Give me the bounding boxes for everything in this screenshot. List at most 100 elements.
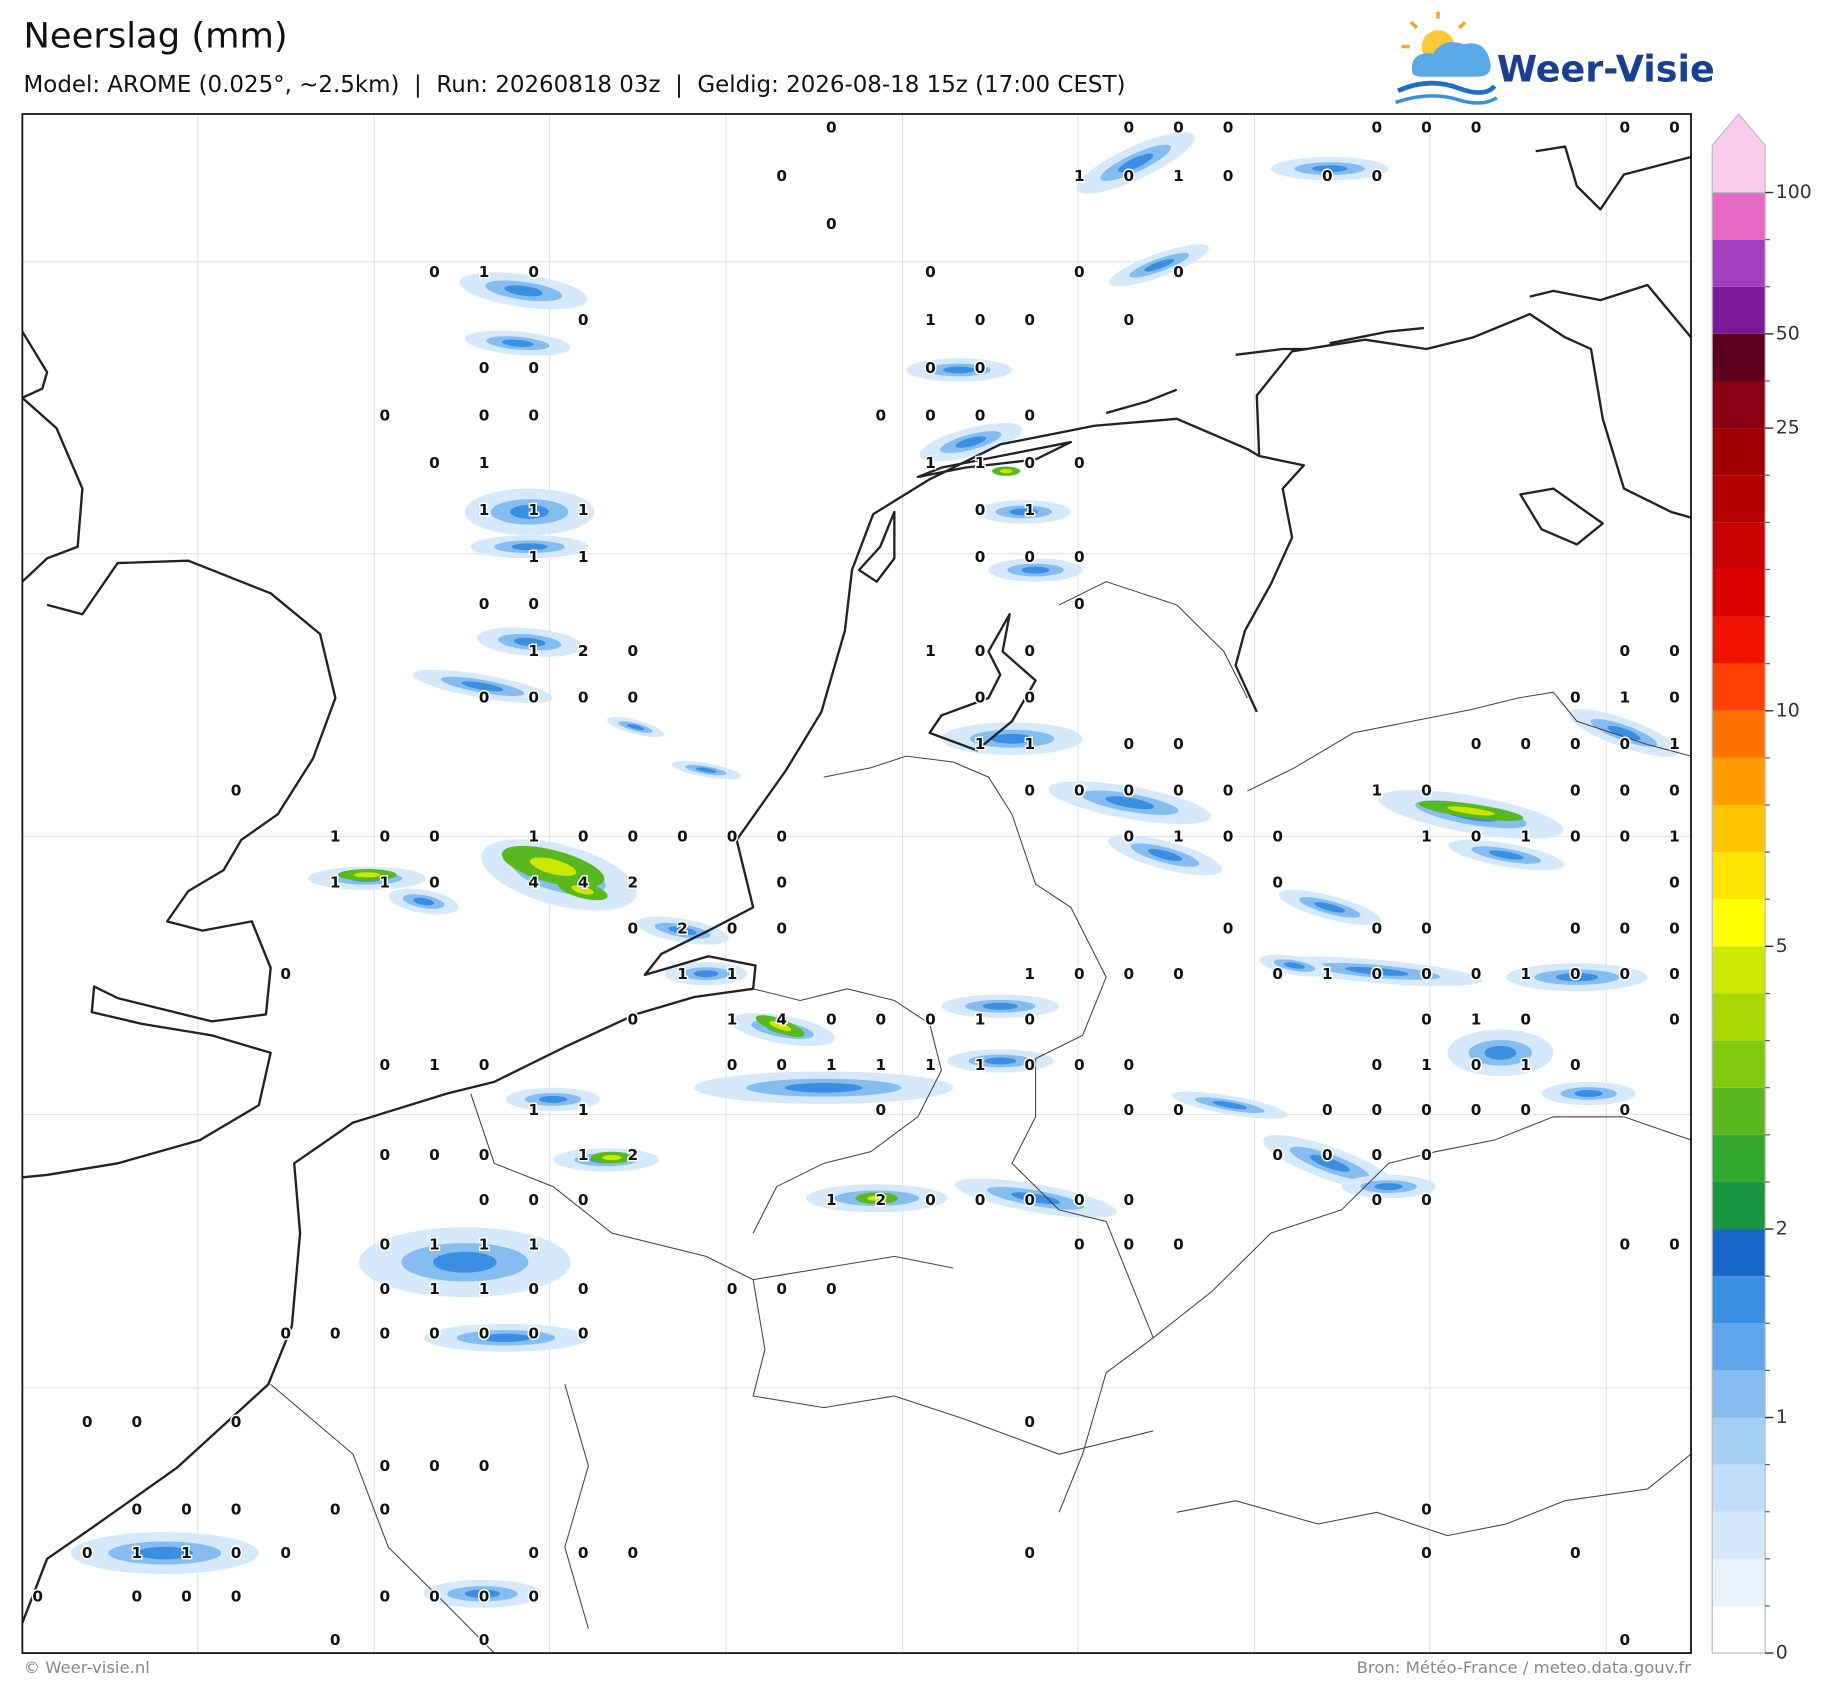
grid-value: 0 [578,1325,589,1343]
grid-value: 0 [1223,167,1234,185]
grid-value: 0 [429,1588,440,1606]
grid-value: 0 [1471,1101,1482,1119]
grid-value: 0 [1570,828,1581,846]
grid-value: 0 [1173,1236,1184,1254]
grid-value: 1 [330,874,341,892]
grid-value: 0 [925,1191,936,1209]
grid-value: 0 [1421,919,1432,937]
rain-heavy [1447,806,1495,816]
grid-value: 0 [1669,781,1680,799]
grid-value: 0 [1421,1191,1432,1209]
grid-value: 0 [1471,965,1482,983]
grid-value: 2 [677,919,688,937]
grid-value: 0 [1024,1191,1035,1209]
grid-value: 0 [1173,119,1184,137]
grid-value: 1 [826,1056,837,1074]
grid-value: 0 [1669,642,1680,660]
grid-value: 0 [1024,454,1035,472]
grid-value: 0 [1124,781,1135,799]
grid-value: 1 [727,965,738,983]
grid-value: 1 [429,1056,440,1074]
colorbar-segment [1712,380,1766,429]
grid-value: 0 [1620,1631,1631,1649]
grid-value: 0 [528,1191,539,1209]
rain-core [136,1546,193,1560]
grid-value: 0 [1024,642,1035,660]
grid-value: 0 [181,1588,192,1606]
rain-core [433,1251,497,1273]
grid-value: 0 [1372,1101,1383,1119]
grid-value: 1 [925,311,936,329]
colorbar-segment [1712,946,1766,994]
grid-value: 0 [975,359,986,377]
grid-value: 0 [1372,1146,1383,1164]
grid-value: 0 [1372,1191,1383,1209]
logo-cloud [1411,42,1491,77]
colorbar-segment [1712,1323,1766,1371]
grid-value: 0 [975,1191,986,1209]
colorbar-segment [1712,333,1766,381]
grid-value: 0 [1471,119,1482,137]
rain-core [984,1057,1017,1065]
rain-core [464,1589,501,1598]
grid-value: 0 [578,311,589,329]
grid-value: 0 [1669,689,1680,707]
borders [270,581,1692,1654]
grid-value: 0 [330,1325,341,1343]
grid-value: 0 [975,406,986,424]
grid-value: 0 [1570,965,1581,983]
grid-value: 0 [380,1457,391,1475]
colorbar-segment [1712,1040,1766,1088]
grid-value: 0 [528,595,539,613]
colorbar-segment [1712,852,1766,900]
grid-value: 0 [1272,874,1283,892]
colorbar-segment [1712,710,1766,758]
grid-value: 0 [776,167,787,185]
grid-value: 0 [380,1236,391,1254]
rain-core [668,926,697,935]
map: 0 0 0 0 0 0 0 0 0 0 1 0 1 0 0 0 0 0 1 0 0 0 0 0 1 0 0 0 0 0 0 0 0 0 0 0 0 0 0 0… [21,113,1692,1654]
grid-value: 0 [82,1544,93,1562]
rain-core [538,1095,568,1103]
grid-value: 0 [1074,781,1085,799]
grid-value: 0 [1620,642,1631,660]
grid-value: 0 [1124,1236,1135,1254]
grid-value: 0 [1620,828,1631,846]
grid-value: 0 [1570,1544,1581,1562]
colorbar-segment [1712,805,1766,853]
grid-value: 0 [975,311,986,329]
rain-core [1484,1045,1517,1060]
grid-value: 0 [1173,965,1184,983]
rain-heavy [602,1154,622,1161]
grid-value: 0 [479,1457,490,1475]
grid-value: 0 [1074,263,1085,281]
grid-value: 1 [1669,828,1680,846]
grid-value: 0 [628,642,639,660]
grid-value: 0 [280,1544,291,1562]
grid-value: 2 [628,874,639,892]
grid-value: 0 [1520,1101,1531,1119]
grid-value: 0 [1322,167,1333,185]
grid-value: 1 [1173,167,1184,185]
rain-core [1607,725,1641,741]
grid-value: 0 [479,1056,490,1074]
grid-value: 0 [776,919,787,937]
grid-value: 0 [330,1501,341,1519]
colorbar-segment [1712,1181,1766,1230]
grid-value: 0 [925,1011,936,1029]
grid-value: 1 [975,735,986,753]
rain-core [511,543,548,551]
grid-value: 0 [429,263,440,281]
grid-value: 1 [975,1011,986,1029]
grid-value: 1 [479,263,490,281]
colorbar-segment [1712,1370,1766,1418]
grid-value: 1 [479,501,490,519]
logo-wave [1397,80,1497,95]
grid-value: 1 [578,548,589,566]
colorbar-tick-label: 25 [1776,418,1800,439]
colorbar-frame [1711,191,1766,1654]
grid-value: 0 [727,1056,738,1074]
grid-value: 1 [479,454,490,472]
grid-value: 0 [479,1588,490,1606]
